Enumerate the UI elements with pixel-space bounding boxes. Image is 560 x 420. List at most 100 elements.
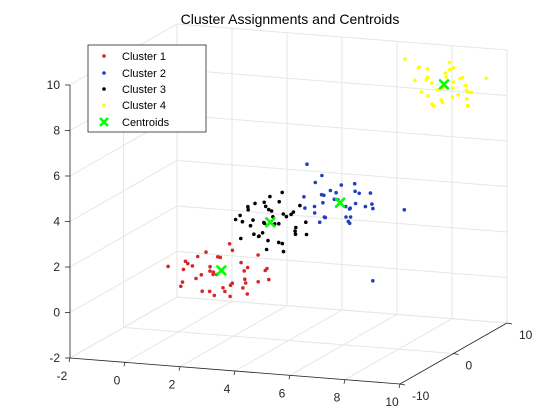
data-point bbox=[239, 236, 243, 241]
data-point bbox=[289, 212, 293, 217]
data-point bbox=[241, 286, 245, 290]
x-tick-mark bbox=[68, 357, 71, 363]
series-cluster-2 bbox=[302, 162, 407, 283]
data-point bbox=[469, 90, 474, 95]
data-point bbox=[252, 232, 256, 236]
data-point bbox=[281, 212, 286, 216]
data-point bbox=[277, 221, 281, 226]
x-tick-mark bbox=[398, 383, 401, 389]
y-tick-label: 0 bbox=[466, 359, 473, 373]
legend-item-centroids: Centroids bbox=[99, 117, 170, 129]
legend-item-cluster-3: Cluster 3 bbox=[102, 84, 166, 96]
legend-label-cluster-3: Cluster 3 bbox=[122, 84, 166, 96]
centroid-marker bbox=[216, 265, 227, 276]
x-tick-label: 8 bbox=[334, 391, 341, 405]
centroid-marker bbox=[334, 197, 346, 208]
data-point bbox=[212, 293, 217, 298]
data-point bbox=[451, 86, 455, 90]
gridline-left-z bbox=[69, 205, 178, 268]
data-point bbox=[248, 223, 253, 228]
data-point bbox=[431, 104, 436, 108]
data-point bbox=[291, 210, 296, 214]
data-point bbox=[245, 292, 250, 296]
data-point bbox=[344, 215, 348, 219]
data-point bbox=[256, 253, 260, 257]
data-point bbox=[294, 225, 298, 230]
legend-marker-cluster-4 bbox=[102, 103, 106, 107]
data-point bbox=[280, 241, 285, 246]
gridline-back-z bbox=[176, 160, 508, 187]
data-point bbox=[211, 270, 216, 275]
data-point bbox=[425, 67, 430, 71]
data-point-layer bbox=[166, 57, 489, 299]
legend-item-cluster-1: Cluster 1 bbox=[102, 51, 166, 63]
gridline-left-z bbox=[69, 251, 178, 313]
series-cluster-4 bbox=[403, 57, 489, 108]
centroid-stroke bbox=[216, 265, 227, 276]
z-tick-label: 4 bbox=[53, 215, 60, 229]
y-tick-mark bbox=[506, 322, 513, 325]
x-tick-mark bbox=[178, 366, 181, 371]
x-tick-mark bbox=[343, 379, 346, 384]
data-point bbox=[262, 221, 267, 226]
data-point bbox=[352, 181, 357, 186]
legend-label-cluster-1: Cluster 1 bbox=[122, 51, 166, 63]
data-point bbox=[456, 93, 461, 97]
data-point bbox=[304, 220, 308, 224]
data-point bbox=[312, 204, 317, 209]
gridline-back-z bbox=[176, 114, 508, 142]
data-point bbox=[443, 71, 448, 75]
data-point bbox=[304, 232, 309, 237]
data-point bbox=[339, 183, 344, 187]
data-point bbox=[207, 289, 212, 294]
data-point bbox=[466, 90, 470, 94]
data-point bbox=[180, 280, 185, 284]
data-point bbox=[451, 80, 456, 84]
data-point bbox=[269, 209, 274, 213]
x-tick-mark bbox=[123, 362, 126, 367]
data-point bbox=[435, 88, 440, 92]
data-point bbox=[200, 289, 204, 294]
data-point bbox=[334, 190, 338, 195]
data-point bbox=[348, 206, 353, 210]
data-point bbox=[484, 76, 489, 81]
data-point bbox=[293, 232, 298, 236]
legend-item-cluster-2: Cluster 2 bbox=[102, 68, 166, 80]
data-point bbox=[323, 215, 328, 220]
chart-title: Cluster Assignments and Centroids bbox=[181, 11, 400, 27]
data-point bbox=[276, 240, 281, 245]
data-point bbox=[448, 67, 452, 72]
data-point bbox=[268, 194, 272, 199]
data-point bbox=[195, 254, 200, 259]
data-point bbox=[208, 264, 212, 269]
centroid-marker bbox=[265, 217, 276, 228]
z-tick-label: -2 bbox=[49, 351, 60, 365]
data-point bbox=[416, 66, 421, 71]
data-point bbox=[260, 231, 265, 235]
data-point bbox=[402, 208, 407, 212]
data-point bbox=[181, 267, 186, 272]
data-point bbox=[460, 75, 465, 80]
data-point bbox=[371, 206, 375, 211]
centroid-stroke bbox=[265, 217, 276, 228]
data-point bbox=[346, 219, 351, 224]
legend-marker-cluster-2 bbox=[102, 71, 106, 75]
data-point bbox=[267, 277, 271, 282]
data-point bbox=[312, 211, 317, 215]
data-point bbox=[293, 229, 297, 233]
legend-marker-cluster-3 bbox=[102, 87, 106, 91]
data-point bbox=[419, 90, 424, 94]
gridline-back-z bbox=[176, 23, 508, 51]
gridline-back-z bbox=[176, 69, 508, 96]
data-point bbox=[246, 204, 250, 209]
data-point bbox=[233, 217, 238, 222]
data-point bbox=[242, 269, 246, 273]
series-cluster-3 bbox=[233, 190, 309, 254]
data-point bbox=[371, 279, 375, 283]
data-point bbox=[246, 208, 250, 212]
data-point bbox=[190, 264, 195, 268]
z-tick-label: 6 bbox=[53, 169, 60, 183]
data-point bbox=[256, 280, 261, 284]
data-point bbox=[424, 77, 429, 82]
